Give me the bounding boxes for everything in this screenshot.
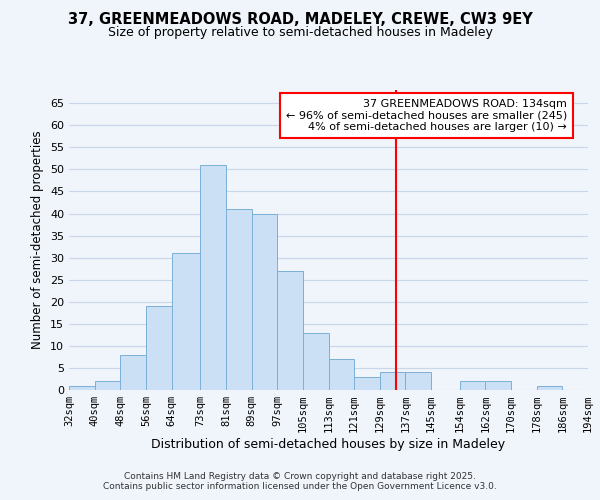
Bar	[69, 386, 95, 390]
Bar	[303, 332, 329, 390]
Text: 37 GREENMEADOWS ROAD: 134sqm
← 96% of semi-detached houses are smaller (245)
4% : 37 GREENMEADOWS ROAD: 134sqm ← 96% of se…	[286, 99, 567, 132]
Bar	[380, 372, 406, 390]
Text: Contains public sector information licensed under the Open Government Licence v3: Contains public sector information licen…	[103, 482, 497, 491]
Bar	[406, 372, 431, 390]
Bar	[354, 377, 380, 390]
Bar	[95, 381, 120, 390]
Text: Contains HM Land Registry data © Crown copyright and database right 2025.: Contains HM Land Registry data © Crown c…	[124, 472, 476, 481]
Bar	[146, 306, 172, 390]
Bar	[226, 209, 251, 390]
Bar	[251, 214, 277, 390]
Bar	[485, 381, 511, 390]
Bar	[172, 253, 200, 390]
X-axis label: Distribution of semi-detached houses by size in Madeley: Distribution of semi-detached houses by …	[151, 438, 506, 451]
Text: Size of property relative to semi-detached houses in Madeley: Size of property relative to semi-detach…	[107, 26, 493, 39]
Bar	[120, 354, 146, 390]
Bar	[329, 359, 354, 390]
Bar	[200, 165, 226, 390]
Bar	[277, 271, 303, 390]
Bar	[537, 386, 562, 390]
Text: 37, GREENMEADOWS ROAD, MADELEY, CREWE, CW3 9EY: 37, GREENMEADOWS ROAD, MADELEY, CREWE, C…	[68, 12, 532, 28]
Bar	[460, 381, 485, 390]
Y-axis label: Number of semi-detached properties: Number of semi-detached properties	[31, 130, 44, 350]
